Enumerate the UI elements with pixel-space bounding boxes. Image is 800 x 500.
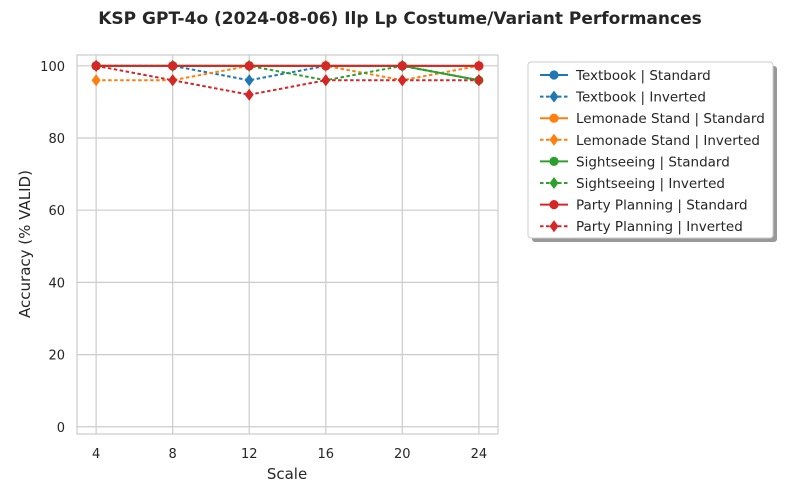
legend-label: Sightseeing | Inverted	[576, 176, 725, 192]
legend-label: Party Planning | Inverted	[576, 219, 743, 235]
legend-marker	[549, 200, 559, 210]
y-tick-label: 0	[57, 421, 65, 436]
data-point	[168, 74, 178, 87]
y-tick-label: 60	[48, 204, 65, 219]
legend: Textbook | Standard Textbook | Inverted Le…	[527, 61, 777, 242]
legend-entry: Sightseeing | Inverted	[540, 176, 725, 192]
data-point	[321, 74, 331, 87]
legend-entry: Lemonade Stand | Standard	[540, 111, 765, 127]
legend-marker	[549, 220, 559, 233]
legend-entry: Party Planning | Inverted	[540, 219, 743, 235]
legend-marker	[549, 156, 559, 166]
legend-label: Lemonade Stand | Standard	[576, 111, 765, 127]
series-line	[95, 64, 479, 96]
legend-entry: Sightseeing | Standard	[540, 154, 730, 170]
legend-marker	[549, 90, 559, 103]
y-axis-ticks: 0 20 40 60 80 100	[40, 60, 65, 436]
legend-label: Textbook | Inverted	[575, 90, 706, 106]
legend-box	[527, 61, 774, 239]
x-tick-label: 12	[241, 447, 258, 462]
x-tick-label: 20	[394, 447, 411, 462]
x-axis-ticks: 4 8 12 16 20 24	[92, 447, 487, 462]
data-point	[397, 61, 407, 71]
x-tick-label: 16	[317, 447, 334, 462]
legend-marker	[549, 133, 559, 146]
data-point	[168, 61, 178, 71]
legend-label: Textbook | Standard	[575, 68, 711, 84]
chart-title: KSP GPT-4o (2024-08-06) Ilp Lp Costume/V…	[98, 9, 701, 29]
y-tick-label: 80	[48, 132, 65, 147]
y-axis-label: Accuracy (% VALID)	[16, 170, 34, 318]
legend-entry: Textbook | Inverted	[540, 90, 706, 106]
x-tick-label: 4	[92, 447, 100, 462]
legend-label: Sightseeing | Standard	[576, 154, 730, 170]
data-point	[244, 88, 254, 101]
y-tick-label: 40	[48, 276, 65, 291]
legend-entry: Textbook | Standard	[540, 68, 711, 84]
legend-entry: Lemonade Stand | Inverted	[540, 133, 760, 149]
data-point	[474, 61, 484, 71]
data-point	[321, 61, 331, 71]
legend-marker	[549, 113, 559, 123]
legend-marker	[549, 177, 559, 189]
series-party-planning-inverted	[91, 59, 484, 101]
legend-label: Party Planning | Standard	[576, 198, 748, 214]
legend-entry: Party Planning | Standard	[540, 198, 748, 214]
data-point	[244, 74, 254, 87]
series-line	[96, 64, 480, 82]
data-point	[474, 74, 484, 87]
legend-label: Lemonade Stand | Inverted	[576, 133, 760, 149]
y-tick-label: 20	[48, 349, 65, 364]
series-group	[91, 59, 484, 101]
data-point	[91, 59, 101, 72]
data-point	[244, 61, 254, 71]
data-point	[397, 74, 407, 87]
plot-area	[76, 54, 499, 435]
x-tick-label: 24	[471, 447, 488, 462]
legend-items: Textbook | Standard Textbook | Inverted Le…	[540, 68, 765, 235]
y-tick-label: 100	[40, 60, 65, 75]
legend-marker	[549, 70, 559, 80]
x-axis-label: Scale	[267, 465, 307, 483]
data-point	[91, 74, 101, 87]
x-tick-label: 8	[169, 447, 177, 462]
